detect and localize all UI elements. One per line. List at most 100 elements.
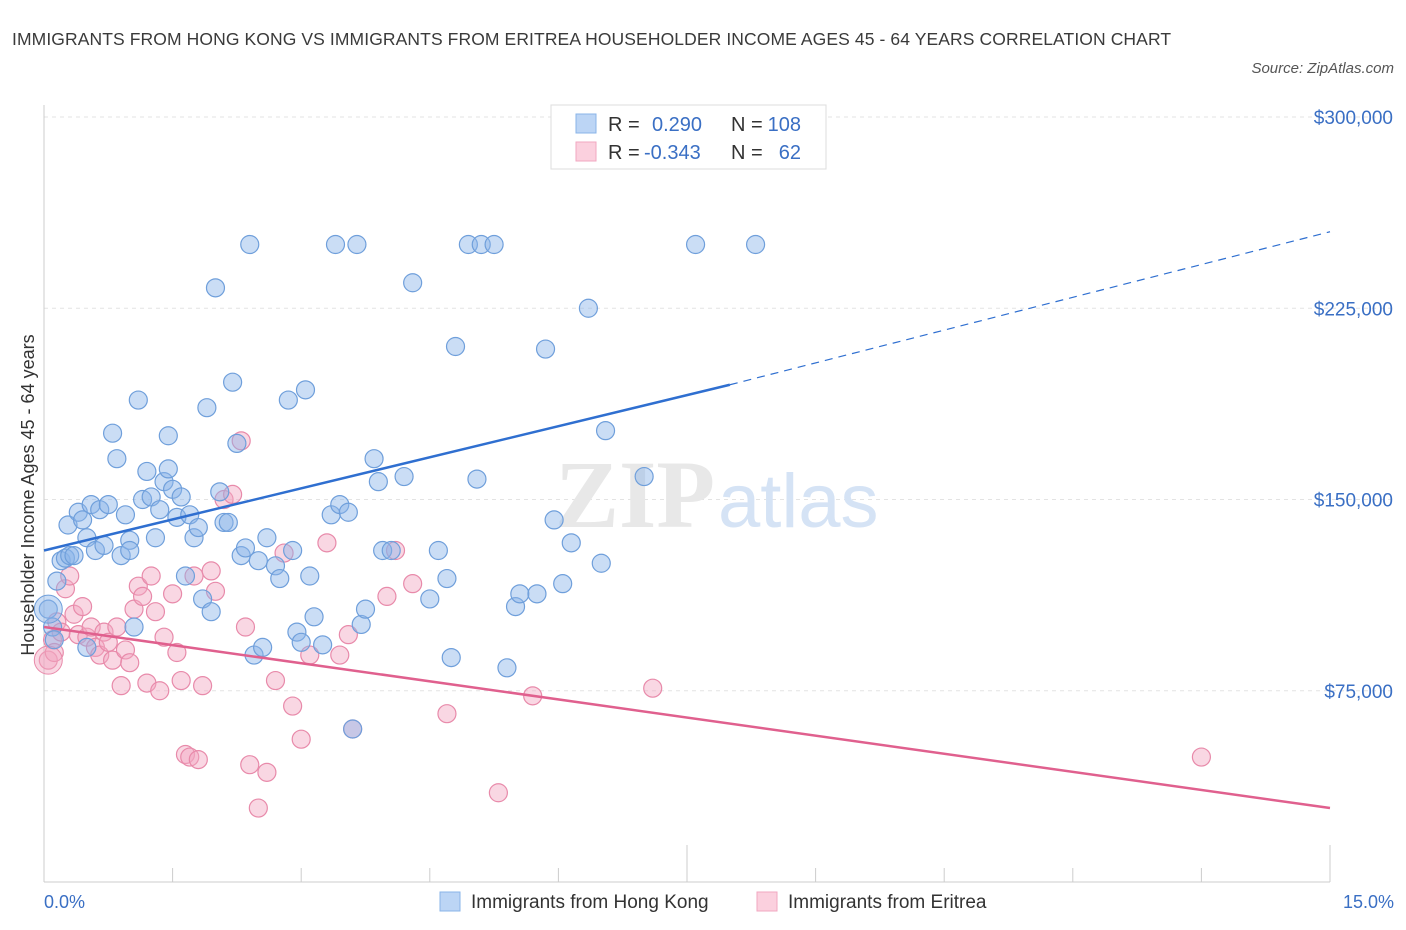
hong-kong-point-17 [102,423,123,443]
eritrea-point-61 [643,678,663,698]
hong-kong-point-82 [437,568,457,589]
eritrea-point-55 [377,586,397,607]
hong-kong-point-75 [368,472,388,492]
hong-kong-point-70 [343,719,363,739]
hong-kong-point-64 [304,607,324,627]
hong-kong-point-8 [64,545,84,566]
eritrea-point-17 [107,617,127,637]
trend-lines [43,231,1331,810]
eritrea-point-31 [171,670,191,691]
y-tick-label-1: $150,000 [1314,491,1393,512]
eritrea-point-37 [201,561,221,581]
chart-title: IMMIGRANTS FROM HONG KONG VS IMMIGRANTS … [12,29,1172,49]
eritrea-point-52 [330,645,350,665]
legend-swatch-eritrea [575,141,597,162]
legend-r-value-eritrea: -0.343 [644,142,701,164]
eritrea-point-0 [38,650,58,670]
hong-kong-point-74 [364,449,384,469]
hong-kong-point-60 [287,622,307,642]
eritrea-point-44 [248,798,268,818]
hong-kong-point-53 [248,551,268,571]
eritrea-point-43 [240,755,260,775]
hong-kong-point-59 [283,540,303,561]
trend-line-hong-kong [43,383,731,552]
hong-kong-point-67 [325,234,346,255]
legend-box [550,104,827,170]
legend-n-label-2: N = [731,142,763,164]
hong-kong-point-95 [553,574,573,594]
eritrea-point-46 [265,670,286,691]
eritrea-point-53 [338,625,358,645]
hong-kong-point-47 [223,372,243,392]
hong-kong-point-23 [120,540,140,561]
eritrea-point-9 [72,596,93,617]
hong-kong-point-39 [188,517,208,538]
hong-kong-point-78 [394,466,414,487]
hong-kong-point-21 [120,530,140,550]
hong-kong-point-71 [347,234,367,255]
hong-kong-point-35 [158,459,178,479]
bottom-legend-swatch-hong-kong [439,891,461,912]
eritrea-point-11 [81,617,101,637]
hong-kong-point-46 [218,512,238,533]
hong-kong-point-93 [535,339,556,359]
hong-kong-point-2 [44,630,64,650]
hong-kong-point-97 [578,298,599,318]
hong-kong-point-86 [467,469,487,489]
hong-kong-point-16 [98,495,118,515]
eritrea-point-large [33,645,63,675]
hong-kong-point-0 [38,599,58,619]
hong-kong-point-63 [300,566,320,586]
hong-kong-point-88 [484,234,504,255]
eritrea-point-18 [111,676,131,696]
eritrea-point-23 [132,586,153,607]
hong-kong-point-37 [184,528,204,548]
y-axis-tick-labels: $75,000 $150,000 $225,000 $300,000 [1314,108,1393,703]
hong-kong-point-38 [175,566,196,586]
hong-kong-point-83 [441,647,461,668]
eritrea-point-45 [257,762,277,782]
watermark-atlas: atlas [718,459,879,544]
hong-kong-point-98 [591,553,611,573]
hong-kong-point-20 [115,505,136,525]
hong-kong-point-91 [510,584,530,604]
hong-kong-point-61 [291,632,311,652]
hong-kong-point-26 [137,461,157,482]
grid-lines [44,116,1394,692]
y-tick-label-0: $75,000 [1324,682,1393,703]
hong-kong-point-54 [253,637,273,658]
hong-kong-point-69 [338,502,358,522]
y-axis-label: Householder Income Ages 45 - 64 years [18,334,38,655]
hong-kong-point-24 [128,390,148,410]
eritrea-point-42 [235,617,256,637]
eritrea-point-19 [115,640,136,660]
hong-kong-point-28 [145,528,166,548]
hong-kong-point-72 [351,614,371,635]
hong-kong-point-62 [295,380,316,400]
hong-kong-point-22 [124,617,144,637]
x-axis-ticks [172,845,1331,882]
trend-line-hong-kong-extension [729,231,1331,386]
hong-kong-point-34 [171,487,191,507]
legend-n-value-hong-kong: 108 [768,114,801,136]
hong-kong-point-81 [428,540,448,561]
hong-kong-point-73 [355,599,376,619]
x-tick-label-max: 15.0% [1343,892,1394,912]
eritrea-point-59 [488,783,508,803]
eritrea-point-62 [1191,747,1212,767]
hong-kong-point-51 [240,234,260,255]
hong-kong-point-65 [313,635,333,655]
hong-kong-point-15 [94,535,114,556]
eritrea-point-49 [291,729,311,749]
source-credit: Source: ZipAtlas.com [1251,60,1394,77]
eritrea-point-25 [141,566,161,586]
hong-kong-point-large [33,594,63,624]
hong-kong-point-41 [197,398,217,418]
hong-kong-point-80 [420,589,440,609]
hong-kong-point-84 [445,336,466,357]
eritrea-point-30 [167,642,187,663]
bottom-legend-swatch-eritrea [756,891,778,912]
hong-kong-point-48 [227,433,247,453]
watermark-zip: ZIP [555,441,715,548]
